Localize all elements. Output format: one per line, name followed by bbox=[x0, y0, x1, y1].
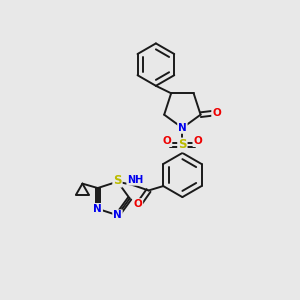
Text: S: S bbox=[113, 174, 122, 187]
Text: O: O bbox=[212, 108, 221, 118]
Text: S: S bbox=[178, 139, 187, 152]
Text: N: N bbox=[178, 123, 187, 133]
Text: N: N bbox=[93, 204, 102, 214]
Text: NH: NH bbox=[127, 175, 143, 185]
Text: O: O bbox=[163, 136, 172, 146]
Text: N: N bbox=[113, 210, 122, 220]
Text: O: O bbox=[134, 199, 142, 209]
Text: O: O bbox=[193, 136, 202, 146]
